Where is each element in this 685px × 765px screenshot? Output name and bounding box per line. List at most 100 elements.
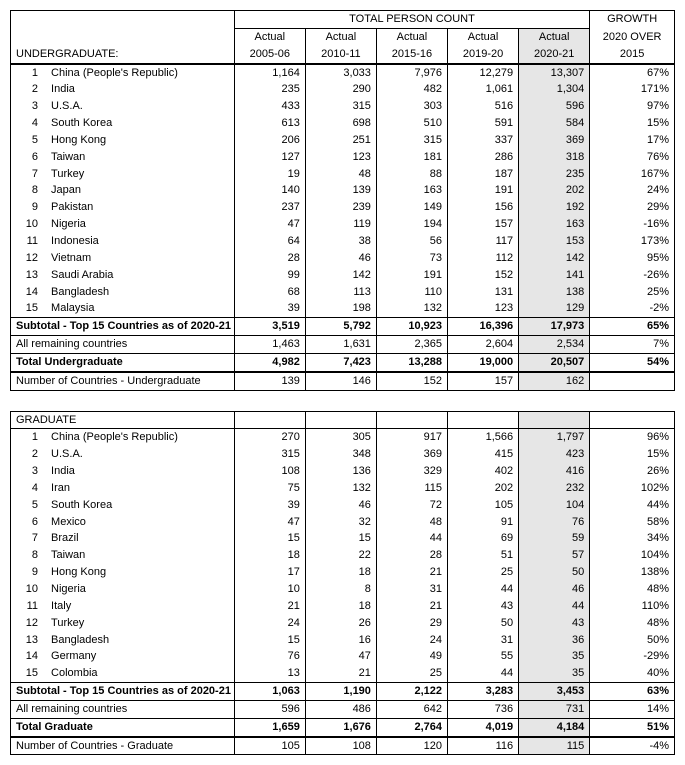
country-cell: Turkey (46, 615, 234, 632)
growth-cell: 26% (590, 463, 675, 480)
value-cell: 39 (234, 497, 305, 514)
value-cell: 8 (305, 581, 376, 598)
value-cell: 194 (376, 216, 447, 233)
value-cell: 57 (519, 547, 590, 564)
rank-cell: 11 (11, 598, 47, 615)
growth-cell: 29% (590, 199, 675, 216)
value-cell: 251 (305, 132, 376, 149)
value-cell: 140 (234, 182, 305, 199)
table-row: 4South Korea61369851059158415% (11, 115, 675, 132)
value-cell: 237 (234, 199, 305, 216)
growth-cell: 24% (590, 182, 675, 199)
table-row: 15Colombia132125443540% (11, 665, 675, 682)
value-cell: 31 (376, 581, 447, 598)
summary-value: 4,184 (519, 718, 590, 736)
value-cell: 202 (448, 480, 519, 497)
growth-cell: 40% (590, 665, 675, 682)
value-cell: 123 (305, 149, 376, 166)
value-cell: 163 (519, 216, 590, 233)
header-growth-1: GROWTH (590, 11, 675, 29)
growth-cell: 34% (590, 530, 675, 547)
header-growth-3: 2015 (590, 46, 675, 64)
summary-value: 4,982 (234, 353, 305, 371)
rank-cell: 11 (11, 233, 47, 250)
value-cell: 286 (448, 149, 519, 166)
summary-value: 596 (234, 700, 305, 718)
total-row: Total Graduate1,6591,6762,7644,0194,1845… (11, 718, 675, 736)
growth-cell: 50% (590, 632, 675, 649)
value-cell: 152 (448, 267, 519, 284)
total-row: Total Undergraduate4,9827,42313,28819,00… (11, 353, 675, 371)
country-cell: Colombia (46, 665, 234, 682)
summary-value: 1,190 (305, 683, 376, 701)
summary-value: 2,764 (376, 718, 447, 736)
value-cell: 1,164 (234, 64, 305, 82)
table-row: 7Turkey194888187235167% (11, 166, 675, 183)
value-cell: 15 (234, 530, 305, 547)
country-cell: India (46, 463, 234, 480)
value-cell: 112 (448, 250, 519, 267)
value-cell: 108 (234, 463, 305, 480)
summary-growth: -4% (590, 737, 675, 755)
value-cell: 235 (519, 166, 590, 183)
value-cell: 19 (234, 166, 305, 183)
country-cell: Turkey (46, 166, 234, 183)
summary-value: 2,122 (376, 683, 447, 701)
table-row: 2India2352904821,0611,304171% (11, 81, 675, 98)
value-cell: 59 (519, 530, 590, 547)
rank-cell: 7 (11, 166, 47, 183)
value-cell: 72 (376, 497, 447, 514)
section-title: GRADUATE (11, 411, 235, 429)
value-cell: 13 (234, 665, 305, 682)
header-total-person-count: TOTAL PERSON COUNT (234, 11, 590, 29)
growth-cell: 173% (590, 233, 675, 250)
value-cell: 21 (234, 598, 305, 615)
value-cell: 46 (519, 581, 590, 598)
value-cell: 48 (376, 514, 447, 531)
table-row: 3India10813632940241626% (11, 463, 675, 480)
value-cell: 119 (305, 216, 376, 233)
rank-cell: 4 (11, 115, 47, 132)
rank-cell: 3 (11, 98, 47, 115)
summary-value: 3,283 (448, 683, 519, 701)
growth-cell: 15% (590, 446, 675, 463)
table-row: 9Pakistan23723914915619229% (11, 199, 675, 216)
value-cell: 433 (234, 98, 305, 115)
value-cell: 157 (448, 216, 519, 233)
value-cell: 25 (448, 564, 519, 581)
value-cell: 99 (234, 267, 305, 284)
table-row: 10Nigeria10831444648% (11, 581, 675, 598)
growth-cell: -2% (590, 300, 675, 317)
table-row: 6Mexico473248917658% (11, 514, 675, 531)
value-cell: 232 (519, 480, 590, 497)
growth-cell: 167% (590, 166, 675, 183)
value-cell: 348 (305, 446, 376, 463)
rank-cell: 3 (11, 463, 47, 480)
value-cell: 156 (448, 199, 519, 216)
summary-growth: 65% (590, 318, 675, 336)
value-cell: 26 (305, 615, 376, 632)
value-cell: 18 (305, 564, 376, 581)
value-cell: 32 (305, 514, 376, 531)
value-cell: 12,279 (448, 64, 519, 82)
table-row: 2U.S.A.31534836941542315% (11, 446, 675, 463)
summary-value: 16,396 (448, 318, 519, 336)
rank-cell: 2 (11, 446, 47, 463)
value-cell: 113 (305, 284, 376, 301)
summary-growth: 14% (590, 700, 675, 718)
rank-cell: 7 (11, 530, 47, 547)
rank-cell: 1 (11, 429, 47, 446)
table-row: 5South Korea39467210510444% (11, 497, 675, 514)
section-title: UNDERGRADUATE: (11, 46, 235, 64)
summary-value: 3,519 (234, 318, 305, 336)
growth-cell: 96% (590, 429, 675, 446)
value-cell: 142 (305, 267, 376, 284)
value-cell: 38 (305, 233, 376, 250)
value-cell: 117 (448, 233, 519, 250)
enrollment-table: TOTAL PERSON COUNTGROWTHActualActualActu… (10, 10, 675, 755)
value-cell: 46 (305, 497, 376, 514)
summary-value: 486 (305, 700, 376, 718)
country-cell: China (People's Republic) (46, 429, 234, 446)
value-cell: 423 (519, 446, 590, 463)
value-cell: 25 (376, 665, 447, 682)
